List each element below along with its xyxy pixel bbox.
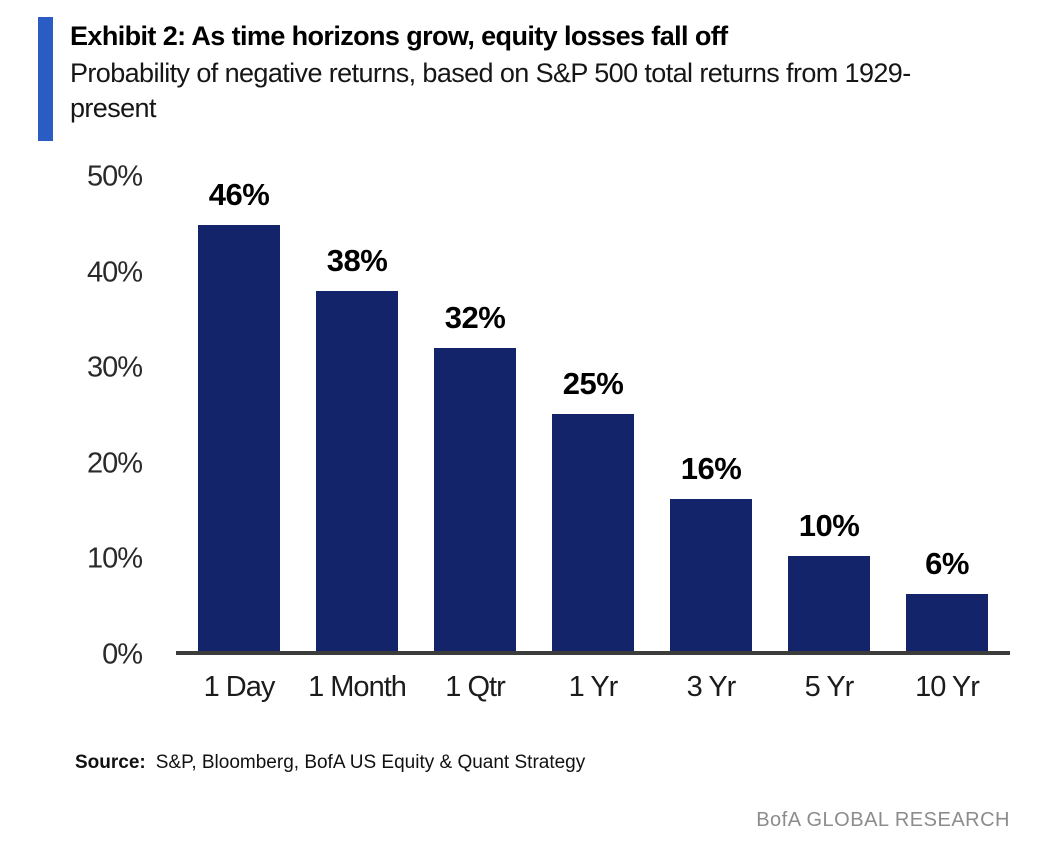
source-line: Source: S&P, Bloomberg, BofA US Equity & … [75, 752, 1051, 774]
y-axis-tick-label: 40% [86, 256, 143, 289]
bar-value-label: 6% [925, 546, 969, 582]
source-label: Source: [75, 752, 146, 773]
x-axis-label: 10 Yr [915, 671, 980, 703]
bar-value-label: 46% [208, 177, 270, 212]
bar [670, 499, 752, 651]
bar [316, 290, 398, 651]
bar [198, 225, 280, 651]
bar [434, 347, 516, 651]
bar-chart: 0% 10% 20% 30% 40% 50% 46% 38% 32% 25% 16% 10% 6% 1… [70, 161, 1010, 704]
bar [552, 414, 634, 651]
bar [906, 594, 988, 651]
y-axis: 0% 10% 20% 30% 40% 50% [70, 161, 143, 671]
x-axis-label: 1 Yr [568, 671, 619, 703]
bar-value-label: 10% [798, 508, 860, 544]
bar-column: 32% [416, 177, 534, 651]
title-block: Exhibit 2: As time horizons grow, equity… [70, 15, 1011, 126]
x-axis-label: 1 Month [308, 671, 407, 703]
accent-bar [38, 17, 53, 141]
x-axis-label: 1 Qtr [445, 671, 505, 703]
x-axis-label: 5 Yr [804, 671, 855, 703]
bar-column: 10% [770, 177, 888, 651]
x-axis-label: 3 Yr [686, 671, 737, 703]
y-axis-tick-label: 10% [86, 542, 143, 575]
bar-value-label: 25% [562, 366, 624, 401]
y-axis-tick-label: 20% [86, 447, 143, 480]
x-axis: 1 Day 1 Month 1 Qtr 1 Yr 3 Yr 5 Yr 10 Yr [176, 671, 1010, 704]
source-text: S&P, Bloomberg, BofA US Equity & Quant S… [155, 752, 586, 773]
exhibit-title: Exhibit 2: As time horizons grow, equity… [70, 21, 728, 51]
x-axis-label: 1 Day [203, 671, 276, 703]
bar-column: 38% [298, 177, 416, 651]
y-axis-tick-label: 50% [86, 160, 143, 193]
bar-value-label: 32% [444, 299, 506, 335]
plot-area: 46% 38% 32% 25% 16% 10% 6% [176, 177, 1010, 655]
bar-column: 6% [888, 177, 1006, 651]
y-axis-tick-label: 30% [86, 351, 143, 384]
bar-column: 46% [180, 177, 298, 651]
bar [788, 556, 870, 651]
y-axis-tick-label: 0% [102, 638, 143, 671]
branding-text: BofA GLOBAL RESEARCH [756, 809, 1010, 831]
bar-value-label: 38% [326, 242, 388, 278]
header: Exhibit 2: As time horizons grow, equity… [0, 0, 1051, 141]
bar-column: 25% [534, 177, 652, 651]
plot-wrap: 46% 38% 32% 25% 16% 10% 6% 1 Day 1 Month 1 Qtr 1 … [176, 177, 1010, 704]
bar-value-label: 16% [680, 451, 742, 487]
bar-column: 16% [652, 177, 770, 651]
exhibit-subtitle: Probability of negative returns, based o… [70, 58, 911, 124]
